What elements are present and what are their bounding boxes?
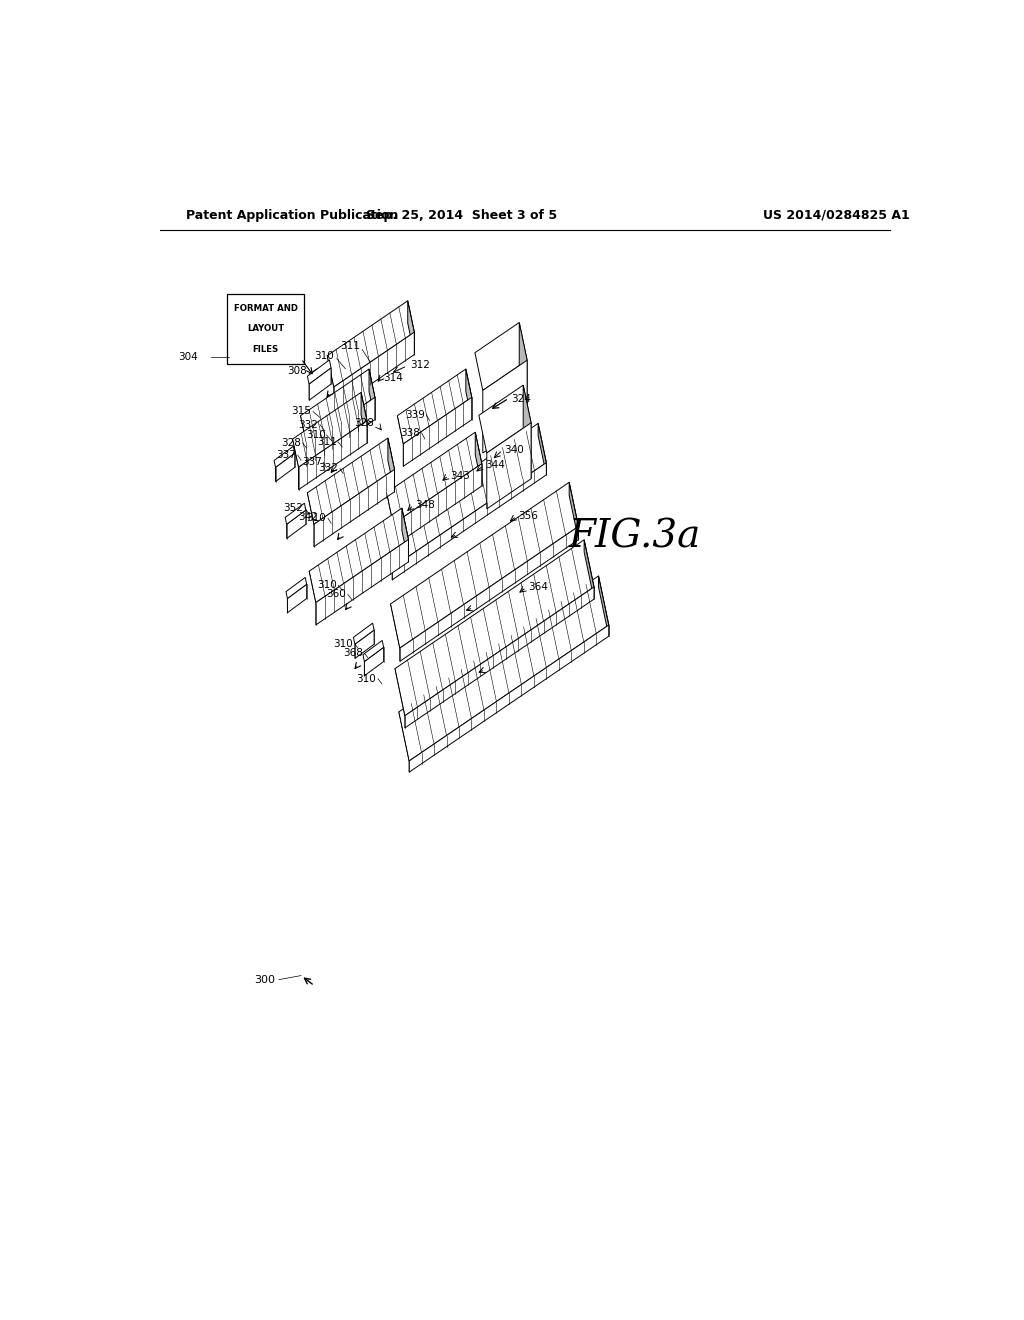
- Polygon shape: [314, 470, 394, 546]
- Text: FIG.3a: FIG.3a: [568, 517, 700, 554]
- Text: FORMAT AND: FORMAT AND: [233, 305, 298, 313]
- Text: 310: 310: [334, 639, 353, 649]
- Polygon shape: [384, 424, 547, 568]
- Polygon shape: [401, 508, 409, 562]
- Polygon shape: [353, 623, 374, 644]
- Polygon shape: [274, 446, 295, 467]
- Text: 328: 328: [282, 438, 301, 447]
- Text: 337: 337: [302, 457, 322, 467]
- Text: LAYOUT: LAYOUT: [247, 325, 285, 333]
- Polygon shape: [307, 360, 331, 384]
- Text: 310: 310: [314, 351, 334, 360]
- Polygon shape: [361, 392, 367, 444]
- Text: 311: 311: [317, 437, 338, 447]
- Text: 339: 339: [404, 409, 425, 420]
- Polygon shape: [287, 510, 306, 539]
- Polygon shape: [288, 585, 306, 612]
- Polygon shape: [285, 503, 306, 524]
- Polygon shape: [275, 453, 295, 482]
- Polygon shape: [309, 368, 331, 400]
- Text: 324: 324: [511, 395, 531, 404]
- Polygon shape: [466, 370, 472, 420]
- Polygon shape: [475, 322, 527, 391]
- Text: 300: 300: [254, 974, 274, 985]
- Polygon shape: [299, 421, 367, 490]
- Polygon shape: [390, 482, 579, 648]
- Text: 368: 368: [343, 648, 362, 659]
- Text: 360: 360: [327, 590, 346, 599]
- Polygon shape: [392, 463, 547, 579]
- Polygon shape: [519, 322, 527, 422]
- Text: 310: 310: [306, 513, 327, 523]
- Text: 344: 344: [485, 461, 505, 470]
- Text: 310: 310: [306, 430, 326, 440]
- Polygon shape: [475, 432, 482, 486]
- Polygon shape: [309, 508, 409, 603]
- Polygon shape: [286, 577, 306, 598]
- Polygon shape: [479, 385, 531, 453]
- Polygon shape: [307, 438, 394, 524]
- Polygon shape: [584, 540, 594, 599]
- Text: Patent Application Publication: Patent Application Publication: [186, 209, 398, 222]
- FancyBboxPatch shape: [227, 293, 304, 364]
- Text: 337: 337: [276, 450, 296, 461]
- Text: 338: 338: [400, 428, 420, 438]
- Text: 310: 310: [317, 581, 337, 590]
- Polygon shape: [399, 527, 579, 661]
- Polygon shape: [365, 647, 384, 676]
- Text: 308: 308: [287, 366, 306, 376]
- Polygon shape: [362, 640, 384, 661]
- Polygon shape: [404, 587, 594, 727]
- Text: 343: 343: [451, 470, 470, 480]
- Text: 312: 312: [410, 360, 430, 370]
- Polygon shape: [395, 540, 594, 715]
- Polygon shape: [403, 397, 472, 466]
- Text: 332: 332: [299, 420, 318, 430]
- Polygon shape: [369, 370, 375, 420]
- Text: US 2014/0284825 A1: US 2014/0284825 A1: [763, 209, 909, 222]
- Text: 332: 332: [318, 463, 338, 474]
- Text: 340: 340: [504, 445, 524, 455]
- Polygon shape: [387, 432, 482, 524]
- Polygon shape: [398, 576, 609, 762]
- Polygon shape: [482, 360, 527, 453]
- Text: 348: 348: [416, 500, 435, 510]
- Text: 314: 314: [384, 374, 403, 383]
- Polygon shape: [598, 576, 609, 636]
- Polygon shape: [486, 422, 531, 510]
- Polygon shape: [409, 626, 609, 772]
- Text: 356: 356: [518, 511, 539, 521]
- Text: 315: 315: [292, 407, 311, 417]
- Polygon shape: [327, 301, 415, 387]
- Polygon shape: [569, 482, 579, 540]
- Text: 311: 311: [340, 342, 359, 351]
- Polygon shape: [300, 370, 375, 444]
- Polygon shape: [397, 370, 472, 444]
- Polygon shape: [393, 463, 482, 546]
- Text: 352: 352: [284, 503, 303, 513]
- Polygon shape: [306, 397, 375, 466]
- Polygon shape: [388, 438, 394, 492]
- Text: 328: 328: [354, 417, 374, 428]
- Text: Sep. 25, 2014  Sheet 3 of 5: Sep. 25, 2014 Sheet 3 of 5: [366, 209, 557, 222]
- Polygon shape: [334, 333, 415, 409]
- Polygon shape: [538, 424, 547, 475]
- Text: FILES: FILES: [253, 345, 279, 354]
- Polygon shape: [355, 630, 374, 659]
- Polygon shape: [408, 301, 415, 355]
- Text: 364: 364: [528, 582, 548, 593]
- Polygon shape: [523, 385, 531, 479]
- Text: 342: 342: [299, 512, 318, 523]
- Text: 310: 310: [356, 673, 377, 684]
- Polygon shape: [293, 392, 367, 467]
- Text: 304: 304: [178, 351, 198, 362]
- Polygon shape: [315, 540, 409, 624]
